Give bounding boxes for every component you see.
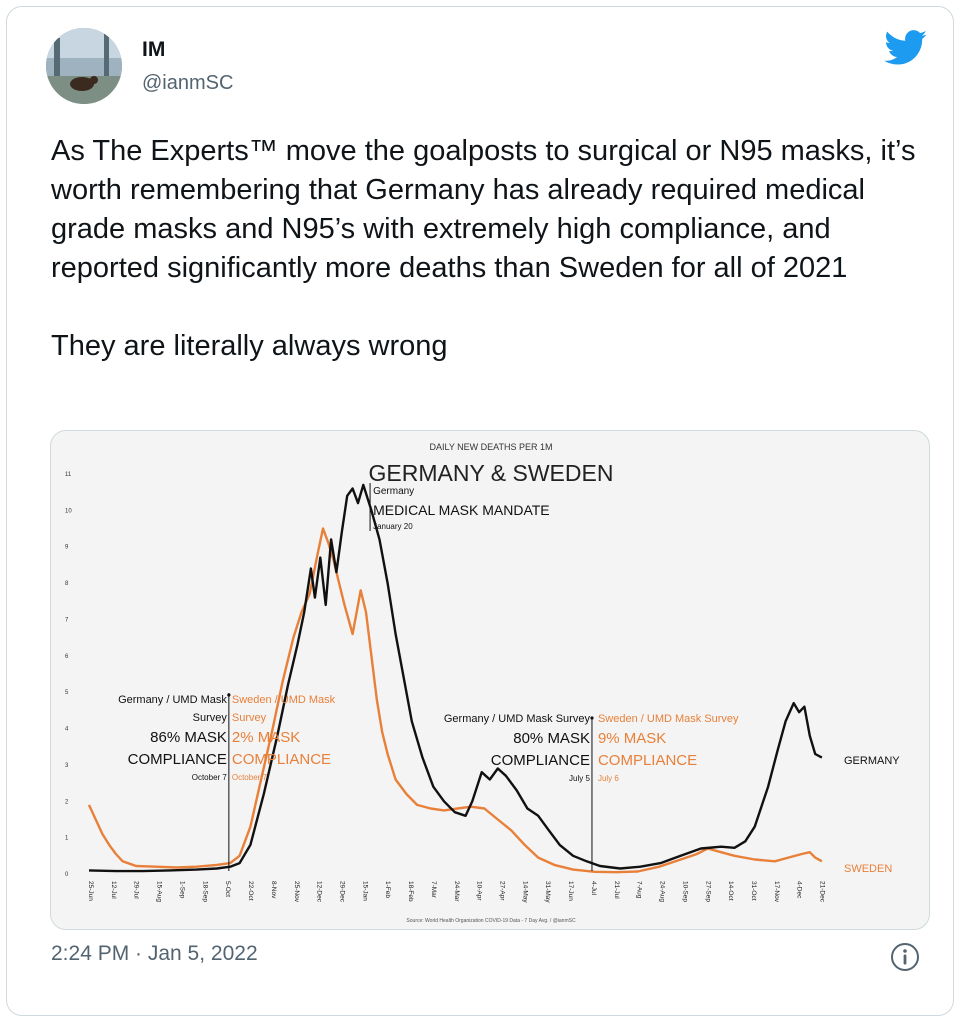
y-tick-label: 3 <box>65 763 69 769</box>
x-tick-label: 15-Jan <box>361 881 368 901</box>
y-tick-label: 4 <box>65 727 69 733</box>
x-tick-label: 18-Sep <box>201 881 208 902</box>
series-line-germany <box>88 483 823 873</box>
x-tick-label: 29-Dec <box>338 881 345 903</box>
x-tick-label: 1-Sep <box>178 881 185 899</box>
x-tick-label: 15-Aug <box>156 881 163 902</box>
y-tick-label: 0 <box>65 872 69 878</box>
x-tick-label: 5-Oct <box>224 881 231 897</box>
avatar[interactable] <box>46 28 122 104</box>
y-tick-label: 2 <box>65 799 69 805</box>
annotation-label: Sweden / UMD Mask <box>232 694 336 706</box>
annotation-label: Germany / UMD Mask Survey <box>444 713 591 725</box>
twitter-bird-icon[interactable] <box>884 30 928 66</box>
annotation-compliance: COMPLIANCE <box>128 751 227 768</box>
x-tick-label: 8-Nov <box>270 881 277 899</box>
chart-subtitle: DAILY NEW DEATHS PER 1M <box>429 442 552 452</box>
y-tick-label: 6 <box>65 654 69 660</box>
annotation-label: Sweden / UMD Mask Survey <box>598 713 739 725</box>
end-label-sweden: SWEDEN <box>844 863 892 875</box>
x-tick-label: 17-Nov <box>773 881 780 903</box>
annotation-dot <box>227 693 231 697</box>
annotation-pct: 9% MASK <box>598 730 666 747</box>
x-tick-label: 18-Feb <box>407 881 414 902</box>
chart-title: GERMANY & SWEDEN <box>369 460 614 486</box>
x-tick-label: 4-Jul <box>590 881 597 896</box>
x-tick-label: 7-Aug <box>636 881 643 899</box>
annotation-pct: 2% MASK <box>232 729 300 746</box>
y-tick-label: 9 <box>65 545 69 551</box>
x-tick-label: 27-Apr <box>499 881 506 901</box>
chart-image[interactable]: 0 1 2 3 4 5 6 7 8 9 10 11 25-Jun 12-Jul 29-Jul 15-Aug 1-… <box>50 430 930 930</box>
annotation-compliance: COMPLIANCE <box>232 751 331 768</box>
annotation-pct: 86% MASK <box>150 729 227 746</box>
y-tick-label: 11 <box>65 472 72 478</box>
annotation-label: Survey <box>232 712 267 724</box>
annotation-date: October 7 <box>232 773 268 782</box>
series-line-sweden <box>87 527 823 874</box>
x-tick-label: 22-Oct <box>247 881 254 901</box>
annotation-date: October 7 <box>192 773 228 782</box>
bear-photo-avatar-icon <box>46 28 122 104</box>
x-tick-label: 24-Aug <box>659 881 666 902</box>
x-tick-label: 25-Jun <box>87 881 94 901</box>
x-tick-label: 24-Mar <box>453 881 460 902</box>
x-tick-label: 14-Oct <box>727 881 734 901</box>
annotation-date: July 6 <box>598 774 619 783</box>
x-tick-label: 31-Oct <box>750 881 757 901</box>
tweet-paragraph: As The Experts™ move the goalposts to su… <box>51 135 916 284</box>
info-icon[interactable] <box>890 942 920 972</box>
tweet-paragraph: They are literally always wrong <box>51 330 448 362</box>
x-tick-label: 21-Dec <box>819 881 826 903</box>
x-tick-label: 1-Feb <box>384 881 391 898</box>
end-label-germany: GERMANY <box>844 755 900 767</box>
x-tick-label: 10-Sep <box>681 881 688 902</box>
user-name[interactable]: IM <box>142 38 166 61</box>
annotation-compliance: COMPLIANCE <box>491 752 590 769</box>
x-tick-label: 17-Jun <box>567 881 574 901</box>
annotation-label: Survey <box>193 712 228 724</box>
annotation-pct: 80% MASK <box>513 730 590 747</box>
x-tick-label: 12-Dec <box>316 881 323 903</box>
y-tick-label: 8 <box>65 581 69 587</box>
x-tick-label: 21-Jul <box>613 881 620 899</box>
x-tick-label: 25-Nov <box>293 881 300 903</box>
x-tick-label: 12-Jul <box>110 881 117 899</box>
y-tick-label: 1 <box>65 836 69 842</box>
y-tick-label: 7 <box>65 617 69 623</box>
annotation-compliance: COMPLIANCE <box>598 752 697 769</box>
x-tick-label: 4-Dec <box>796 881 803 899</box>
annotation-date: July 5 <box>569 774 590 783</box>
y-tick-label: 5 <box>65 690 69 696</box>
x-tick-label: 7-Mar <box>430 881 437 899</box>
annotation-label: Germany / UMD Mask <box>118 694 227 706</box>
tweet-timestamp[interactable]: 2:24 PM · Jan 5, 2022 <box>51 942 258 965</box>
annotation-date: January 20 <box>373 522 413 531</box>
x-tick-label: 31-May <box>544 881 551 903</box>
tweet-text: As The Experts™ move the goalposts to su… <box>51 132 931 366</box>
x-tick-label: 10-Apr <box>476 881 483 901</box>
x-tick-label: 14-May <box>521 881 528 903</box>
deaths-line-chart: 0 1 2 3 4 5 6 7 8 9 10 11 25-Jun 12-Jul 29-Jul 15-Aug 1-… <box>65 442 900 924</box>
user-handle[interactable]: @ianmSC <box>142 72 234 94</box>
chart-source: Source: World Health Organization COVID-… <box>406 918 576 924</box>
y-tick-label: 10 <box>65 508 72 514</box>
x-tick-label: 27-Sep <box>704 881 711 902</box>
x-tick-label: 29-Jul <box>133 881 140 899</box>
annotation-mandate: MEDICAL MASK MANDATE <box>373 502 550 518</box>
annotation-label: Germany <box>373 486 414 497</box>
annotation-dot <box>590 716 594 720</box>
